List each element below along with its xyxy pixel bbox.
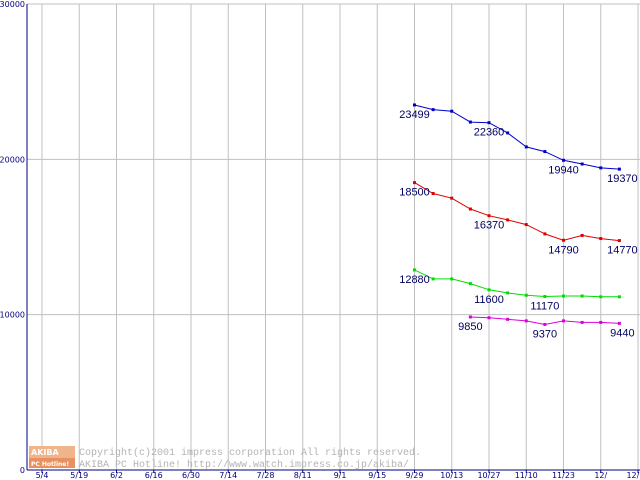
x-tick-label: 9/29 — [406, 471, 424, 480]
data-point-blue — [580, 162, 584, 166]
data-label-green: 12880 — [399, 274, 430, 286]
x-tick-label: 6/2 — [110, 471, 123, 480]
data-label-magenta: 9370 — [533, 328, 557, 340]
x-tick-label: 6/16 — [145, 471, 163, 480]
data-point-blue — [543, 150, 547, 154]
data-point-blue — [431, 108, 435, 112]
data-point-green — [468, 282, 472, 286]
data-label-green: 11600 — [474, 294, 504, 306]
data-point-green — [450, 277, 454, 281]
data-point-red — [506, 218, 510, 222]
copyright-watermark: AKIBA PC Hotline! Copyright(c)2001 impre… — [29, 446, 421, 471]
data-label-red: 14770 — [607, 245, 638, 257]
x-tick-label: 12/ — [594, 471, 607, 480]
data-point-blue — [617, 167, 621, 171]
data-point-blue — [413, 103, 416, 107]
x-tick-label: 5/4 — [36, 471, 49, 480]
data-point-red — [468, 207, 472, 211]
data-point-green — [562, 294, 565, 298]
data-point-red — [413, 181, 416, 185]
y-tick-label: 20000 — [0, 155, 25, 164]
y-tick-labels: 0 10000 20000 30000 — [0, 0, 25, 475]
x-tick-label: 7/14 — [219, 471, 237, 480]
x-tick-label: 6/30 — [182, 471, 200, 480]
data-point-green — [599, 295, 603, 299]
y-tick-label: 30000 — [0, 0, 25, 9]
data-point-magenta — [468, 315, 472, 319]
akiba-logo-text: AKIBA — [31, 448, 59, 457]
data-point-green — [413, 268, 416, 272]
data-point-blue — [468, 120, 472, 124]
chart-series: 23499 22360 19940 19370 18500 16370 14790 14770… — [399, 103, 638, 340]
series-line-blue — [414, 104, 620, 170]
data-point-magenta — [617, 321, 621, 325]
x-tick-label: 11/23 — [552, 471, 575, 480]
data-label-red: 14790 — [548, 244, 579, 256]
data-label-blue: 19370 — [607, 173, 638, 185]
x-tick-label: 9/1 — [334, 471, 347, 480]
data-label-magenta: 9440 — [610, 327, 634, 339]
data-label-blue: 23499 — [399, 109, 430, 121]
y-tick-label: 10000 — [0, 311, 25, 320]
data-point-magenta — [580, 320, 584, 324]
data-point-blue — [524, 145, 528, 149]
data-point-red — [431, 192, 435, 196]
data-point-red — [617, 239, 621, 243]
x-tick-label: 10/27 — [477, 471, 500, 480]
data-point-blue — [506, 131, 510, 135]
copyright-line: Copyright(c)2001 impress corporation All… — [79, 447, 421, 459]
data-label-green: 11170 — [530, 300, 559, 312]
data-label-red: 18500 — [399, 187, 430, 199]
data-label-magenta: 9850 — [458, 321, 482, 333]
data-point-red — [524, 223, 528, 227]
data-point-red — [543, 232, 547, 236]
series-line-red — [414, 182, 620, 242]
data-point-magenta — [543, 322, 547, 326]
data-point-green — [524, 293, 528, 297]
x-tick-label: 8/11 — [294, 471, 312, 480]
x-tick-label: 7/28 — [257, 471, 275, 480]
data-point-red — [599, 237, 603, 241]
data-point-blue — [562, 158, 565, 162]
data-point-blue — [450, 109, 454, 113]
data-label-red: 16370 — [474, 220, 505, 232]
data-point-green — [543, 294, 547, 298]
hotline-url-line: AKIBA PC Hotline! http://www.watch.impre… — [79, 459, 409, 471]
data-point-magenta — [524, 319, 528, 323]
data-point-blue — [487, 121, 491, 125]
y-tick-label: 0 — [20, 466, 25, 475]
chart-axes — [26, 4, 640, 471]
x-tick-label: 9/15 — [368, 471, 386, 480]
data-point-magenta — [506, 317, 510, 321]
data-point-green — [506, 291, 510, 295]
x-tick-label: 11/10 — [515, 471, 538, 480]
chart-grid — [27, 3, 640, 473]
data-point-red — [562, 238, 565, 242]
data-point-magenta — [562, 319, 565, 323]
data-point-magenta — [487, 316, 491, 320]
data-point-red — [487, 214, 491, 218]
akiba-logo-band — [29, 458, 75, 468]
data-point-magenta — [599, 320, 603, 324]
data-label-blue: 19940 — [548, 164, 579, 176]
x-tick-label: 10/13 — [440, 471, 463, 480]
x-tick-label: 5/19 — [70, 471, 88, 480]
data-point-green — [580, 294, 584, 298]
data-point-blue — [599, 166, 603, 170]
series-line-green — [414, 269, 620, 298]
x-tick-labels: 5/4 5/19 6/2 6/16 6/30 7/14 7/28 8/11 9/1 9/15 9/2… — [36, 471, 640, 480]
data-point-red — [450, 196, 454, 200]
data-point-green — [617, 295, 621, 299]
data-point-green — [487, 288, 491, 292]
data-point-green — [431, 277, 435, 281]
akiba-logo-subtext: PC Hotline! — [31, 461, 69, 468]
data-label-blue: 22360 — [474, 127, 505, 139]
data-point-red — [580, 233, 584, 237]
x-tick-label: 12/15 — [626, 471, 640, 480]
